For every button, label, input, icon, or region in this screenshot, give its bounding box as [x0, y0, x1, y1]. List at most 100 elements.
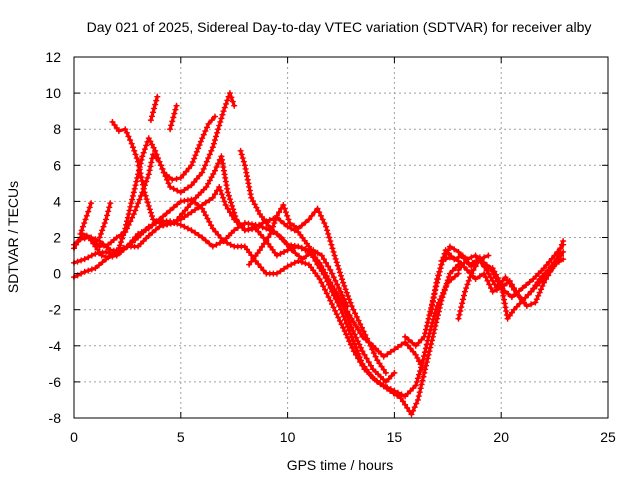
data-point [206, 151, 213, 158]
data-point [145, 223, 152, 230]
data-point [191, 155, 198, 162]
data-point [357, 359, 364, 366]
data-point [340, 324, 347, 331]
x-tick-label: 20 [493, 429, 509, 445]
data-point [419, 364, 426, 371]
data-point [189, 158, 196, 165]
data-point [225, 192, 232, 199]
data-point [325, 294, 332, 301]
data-point [363, 355, 370, 362]
y-tick-label: 12 [45, 49, 61, 65]
data-point [110, 251, 117, 258]
data-point [476, 256, 483, 263]
data-point [399, 398, 406, 405]
data-point [220, 108, 227, 115]
data-point [226, 90, 233, 97]
data-point [340, 313, 347, 320]
data-point [139, 153, 146, 160]
data-point [508, 294, 515, 301]
data-point [130, 211, 137, 218]
data-point [146, 167, 153, 174]
data-point [324, 227, 331, 234]
data-point [387, 348, 394, 355]
data-point [470, 266, 477, 273]
data-point [170, 114, 177, 121]
data-point [323, 290, 330, 297]
data-point [445, 273, 452, 280]
data-point [374, 357, 381, 364]
data-point [519, 285, 526, 292]
data-point [439, 294, 446, 301]
x-tick-label: 25 [600, 429, 616, 445]
data-point [281, 265, 288, 272]
data-point [420, 373, 427, 380]
data-point [79, 223, 86, 230]
data-point [378, 363, 385, 370]
data-point [259, 224, 266, 231]
data-point [538, 286, 545, 293]
data-point [208, 222, 215, 229]
data-point [170, 185, 177, 192]
data-point [414, 375, 421, 382]
data-point [314, 249, 321, 256]
data-point [159, 165, 166, 172]
data-point [157, 162, 164, 169]
data-point [133, 178, 140, 185]
data-point [131, 185, 138, 192]
data-point [280, 202, 287, 209]
data-point [501, 296, 508, 303]
data-point [333, 290, 340, 297]
data-point [422, 330, 429, 337]
data-point [465, 277, 472, 284]
data-point [390, 390, 397, 397]
data-point [253, 204, 260, 211]
data-point [284, 223, 291, 230]
data-point [230, 206, 237, 213]
data-point [380, 353, 387, 360]
data-point [350, 337, 357, 344]
data-point [244, 176, 251, 183]
data-point [359, 348, 366, 355]
data-point [468, 254, 475, 261]
data-point [183, 168, 190, 175]
data-point [229, 212, 236, 219]
data-point [426, 348, 433, 355]
data-point [251, 201, 258, 208]
data-point [446, 270, 453, 277]
data-point [212, 228, 219, 235]
data-point [138, 174, 145, 181]
data-point [464, 266, 471, 273]
data-point [81, 220, 88, 227]
data-point [332, 307, 339, 314]
data-point [169, 176, 176, 183]
data-point [384, 351, 391, 358]
data-point [188, 162, 195, 169]
data-point [109, 118, 116, 125]
data-point [299, 256, 306, 263]
data-point [539, 273, 546, 280]
data-point [185, 165, 192, 172]
series-pass-14 [77, 200, 95, 237]
data-point [387, 387, 394, 394]
data-point [314, 205, 321, 212]
data-point [417, 385, 424, 392]
data-point [152, 101, 159, 108]
data-point [440, 290, 447, 297]
data-point [303, 253, 310, 260]
data-point [348, 303, 355, 310]
data-point [328, 301, 335, 308]
data-point [149, 229, 156, 236]
series-pass-17 [167, 102, 180, 133]
data-point [221, 104, 228, 111]
data-point [206, 197, 213, 204]
data-point [140, 185, 147, 192]
data-point [455, 266, 462, 273]
data-point [126, 207, 133, 214]
data-point [506, 277, 513, 284]
data-point [428, 337, 435, 344]
data-point [558, 241, 565, 248]
data-point [202, 199, 209, 206]
data-point [335, 285, 342, 292]
data-point [352, 343, 359, 350]
data-point [336, 317, 343, 324]
